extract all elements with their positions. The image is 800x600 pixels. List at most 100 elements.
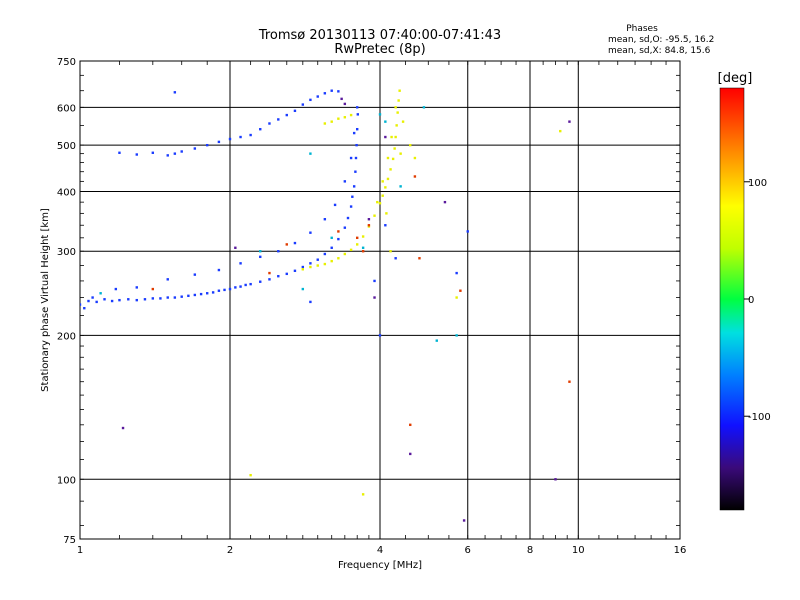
data-point-x [389,250,392,253]
x-tick-label: 6 [465,545,471,556]
data-point-o [173,152,177,155]
data-point-other [435,339,438,342]
data-point-o [309,300,312,304]
data-point-x [337,257,340,260]
chart-subtitle: RwPretec (8p) [334,42,425,57]
data-point-o [205,292,209,295]
data-point-o [333,203,337,207]
data-point-x [384,186,387,189]
data-point-other [121,426,125,430]
data-point-x [330,259,333,263]
data-point-o [180,150,183,153]
y-tick-label: 400 [57,187,76,198]
y-axis-label: Stationary phase Virtual Height [km] [40,208,51,392]
data-point-o [343,226,347,229]
x-tick-label: 2 [227,545,233,556]
data-point-x [393,147,396,150]
data-point-o [323,92,327,95]
data-point-o [323,252,327,256]
data-point-x [398,89,401,92]
x-axis-label: Frequency [MHz] [338,560,422,571]
data-point-other [373,296,376,299]
data-point-x [343,116,347,119]
colorbar-tick-label: 0 [748,295,754,306]
data-point-o [166,154,169,157]
data-point-other [337,230,340,233]
data-point-o [455,271,458,275]
data-point-x [409,143,412,147]
data-point-o [239,135,242,139]
data-point-o [337,90,340,93]
data-point-o [330,89,333,92]
data-point-x [394,135,397,139]
y-tick-label: 500 [57,141,76,152]
data-point-x [249,473,252,477]
data-point-other [384,120,387,123]
data-point-o [103,298,106,301]
data-point-other [259,250,262,253]
data-point-o [285,113,288,117]
data-point-o [330,246,333,249]
data-point-other [418,257,421,260]
y-tick-label: 75 [63,535,76,546]
data-point-o [337,237,340,241]
data-point-o [239,262,242,265]
data-point-o [384,224,387,227]
data-point-other [568,120,571,123]
data-point-o [354,156,358,160]
data-point-o [277,250,280,253]
data-point-x [309,265,312,269]
data-point-other [462,519,466,522]
gridlines [80,61,680,539]
data-point-other [568,380,571,383]
data-point-o [356,113,359,116]
data-point-o [239,285,242,288]
data-point-o [316,95,319,98]
data-point-o [373,279,376,283]
data-point-x [391,157,395,161]
data-point-other [340,97,343,101]
colorbar-label: [deg] [718,71,753,86]
data-point-other [554,478,557,481]
data-point-x [386,177,390,181]
x-tick-label: 8 [527,545,533,556]
data-point-x [378,202,382,205]
data-point-other [355,236,359,240]
data-point-other [399,185,402,188]
data-point-o [466,230,469,233]
data-point-o [293,241,297,245]
data-point-other [455,334,458,337]
data-point-o [293,109,297,113]
y-tick-label: 600 [57,103,76,114]
data-point-x [395,124,398,127]
data-point-x [381,180,384,183]
data-point-other [301,287,305,291]
data-point-o [223,288,226,292]
data-point-x [301,268,305,271]
data-point-o [277,118,280,121]
data-point-o [127,298,130,301]
data-point-o [352,185,356,188]
data-point-o [159,297,162,300]
colorbar [719,87,745,511]
data-point-x [330,120,333,123]
data-point-x [323,122,327,125]
data-point-o [309,262,312,265]
data-point-other [409,423,412,427]
data-point-x [397,99,400,102]
data-point-x [361,493,365,496]
data-point-x [373,214,376,217]
data-point-o [135,286,138,289]
data-point-o [352,131,356,135]
data-point-x [381,194,384,197]
data-point-other [422,106,426,109]
tick-labels: 1 2 4 6 8 10 16 75 100 200 300 400 500 600 750 [57,57,686,556]
data-point-o [301,103,305,106]
data-point-o [173,296,177,299]
data-point-other [234,246,237,249]
data-point-o [259,280,262,283]
data-point-o [323,218,327,221]
data-point-other [151,287,155,291]
data-point-o [143,298,147,301]
